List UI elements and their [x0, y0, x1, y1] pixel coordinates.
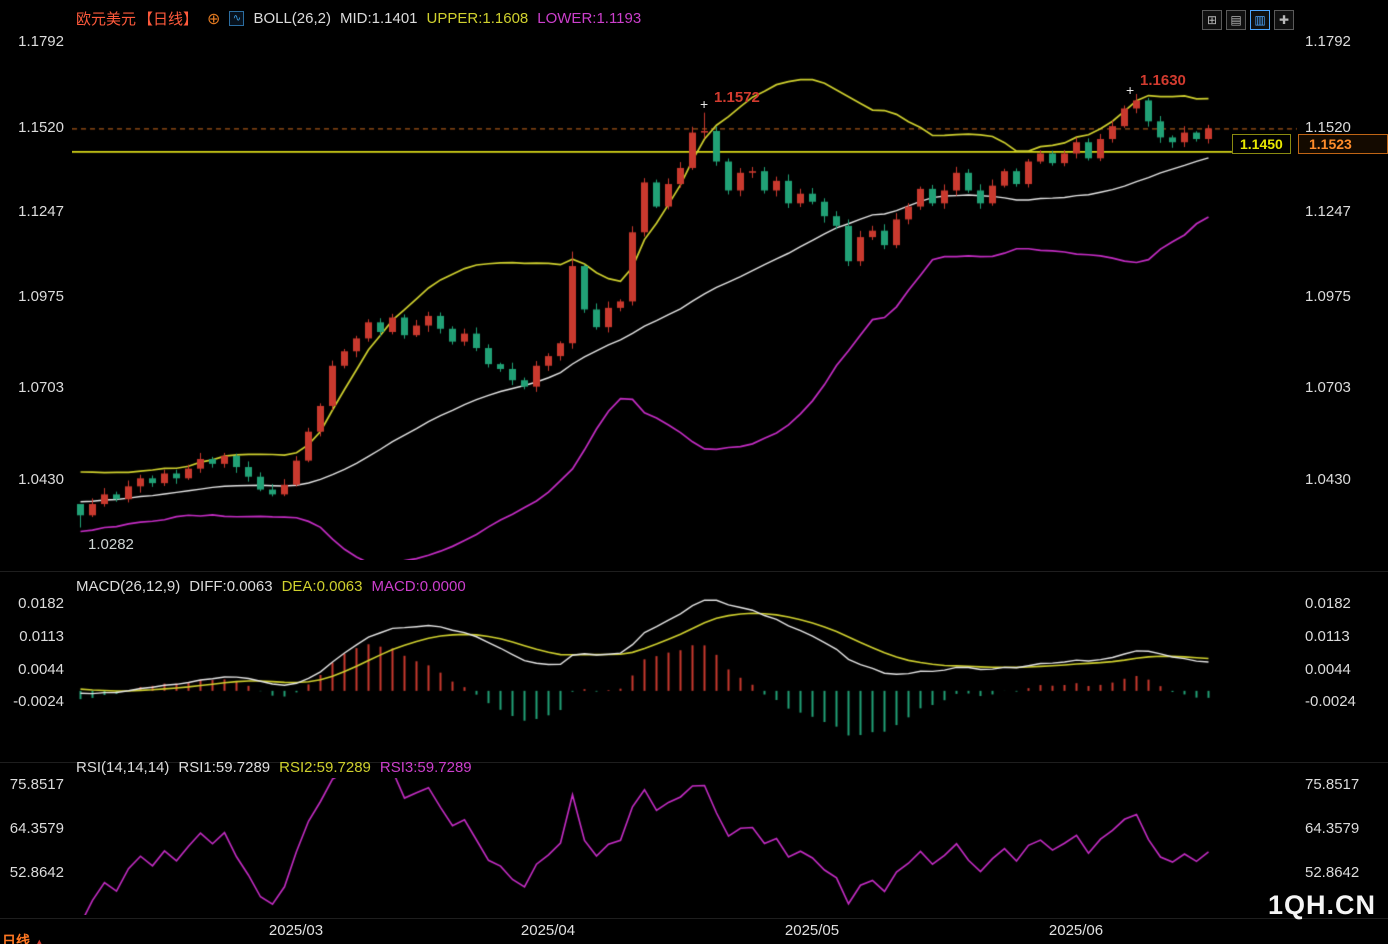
- rsi-y-tick: 52.8642: [1305, 864, 1360, 881]
- boll-lower-value: LOWER:1.1193: [537, 10, 642, 27]
- up-arrow-icon: ▲: [33, 937, 45, 944]
- main-price-canvas[interactable]: [72, 30, 1297, 560]
- grid-layout-icon[interactable]: ⊞: [1202, 10, 1222, 30]
- macd-y-tick: 0.0044: [1305, 661, 1351, 678]
- rsi3-value: RSI3:59.7289: [379, 759, 472, 776]
- peak-price-annotation: 1.1572: [714, 89, 760, 106]
- main-y-tick: 1.0975: [1305, 288, 1351, 305]
- x-tick-label: 2025/03: [268, 922, 324, 939]
- main-y-tick: 1.0703: [18, 379, 64, 396]
- main-y-tick: 1.0975: [18, 288, 64, 305]
- add-compare-icon[interactable]: ⊕: [207, 10, 221, 28]
- period-selector-label: 日线: [2, 933, 30, 944]
- macd-header: MACD(26,12,9) DIFF:0.0063 DEA:0.0063 MAC…: [76, 578, 466, 595]
- mini-chart-icon[interactable]: ∿: [229, 11, 245, 26]
- main-y-tick: 1.1792: [18, 33, 64, 50]
- macd-y-tick: 0.0182: [18, 595, 64, 612]
- boll-mid-value: MID:1.1401: [339, 10, 418, 27]
- indicator-panel-icon[interactable]: ▥: [1250, 10, 1270, 30]
- rsi-indicator-label[interactable]: RSI(14,14,14): [76, 759, 170, 776]
- main-y-tick: 1.1520: [18, 119, 64, 136]
- peak-marker-cross: +: [700, 96, 709, 112]
- symbol-name[interactable]: 欧元美元: [76, 11, 137, 28]
- rsi-y-tick: 52.8642: [9, 864, 64, 881]
- rsi-y-tick: 75.8517: [1305, 776, 1360, 793]
- main-y-tick: 1.0430: [1305, 471, 1351, 488]
- main-chart-header: 欧元美元 【日线】 ⊕ ∿ BOLL(26,2) MID:1.1401 UPPE…: [76, 8, 641, 29]
- peak-price-annotation: 1.1630: [1140, 72, 1186, 89]
- macd-y-tick: -0.0024: [1305, 693, 1356, 710]
- macd-y-tick: -0.0024: [13, 693, 64, 710]
- rsi2-value: RSI2:59.7289: [279, 759, 371, 776]
- kline-style-icon[interactable]: ▤: [1226, 10, 1246, 30]
- boll-indicator-label[interactable]: BOLL(26,2): [253, 10, 331, 27]
- level-price-badge: 1.1450: [1232, 134, 1291, 154]
- last-price-badge: 1.1523: [1298, 134, 1388, 154]
- period-label[interactable]: 【日线】: [138, 11, 199, 28]
- macd-dea-value: DEA:0.0063: [281, 578, 363, 595]
- rsi-y-tick: 64.3579: [1305, 820, 1360, 837]
- panel-divider: [0, 571, 1388, 572]
- add-panel-icon[interactable]: ✚: [1274, 10, 1294, 30]
- rsi-canvas[interactable]: [72, 778, 1222, 915]
- rsi-header: RSI(14,14,14) RSI1:59.7289 RSI2:59.7289 …: [76, 759, 472, 776]
- panel-divider: [0, 918, 1388, 919]
- macd-indicator-label[interactable]: MACD(26,12,9): [76, 578, 181, 595]
- x-tick-label: 2025/04: [520, 922, 576, 939]
- panel-divider: [0, 762, 1388, 763]
- macd-y-tick: 0.0113: [19, 628, 64, 645]
- macd-canvas[interactable]: [72, 598, 1222, 758]
- rsi1-value: RSI1:59.7289: [178, 759, 271, 776]
- main-y-tick: 1.1520: [1305, 119, 1351, 136]
- low-price-annotation: 1.0282: [88, 536, 134, 553]
- macd-y-tick: 0.0182: [1305, 595, 1351, 612]
- macd-diff-value: DIFF:0.0063: [189, 578, 273, 595]
- main-y-tick: 1.1247: [1305, 203, 1351, 220]
- main-y-tick: 1.1247: [18, 203, 64, 220]
- watermark: 1QH.CN: [1268, 890, 1377, 920]
- main-y-tick: 1.1792: [1305, 33, 1351, 50]
- macd-y-tick: 0.0044: [18, 661, 64, 678]
- rsi-y-tick: 64.3579: [9, 820, 64, 837]
- macd-y-tick: 0.0113: [1305, 628, 1350, 645]
- macd-value: MACD:0.0000: [371, 578, 466, 595]
- period-selector[interactable]: 日线 ▲: [2, 931, 45, 944]
- rsi-y-tick: 75.8517: [9, 776, 64, 793]
- x-tick-label: 2025/05: [784, 922, 840, 939]
- chart-toolbar: ⊞ ▤ ▥ ✚: [1202, 10, 1294, 30]
- main-y-tick: 1.0703: [1305, 379, 1351, 396]
- main-y-tick: 1.0430: [18, 471, 64, 488]
- peak-marker-cross: +: [1126, 82, 1135, 98]
- x-tick-label: 2025/06: [1048, 922, 1104, 939]
- boll-upper-value: UPPER:1.1608: [426, 10, 529, 27]
